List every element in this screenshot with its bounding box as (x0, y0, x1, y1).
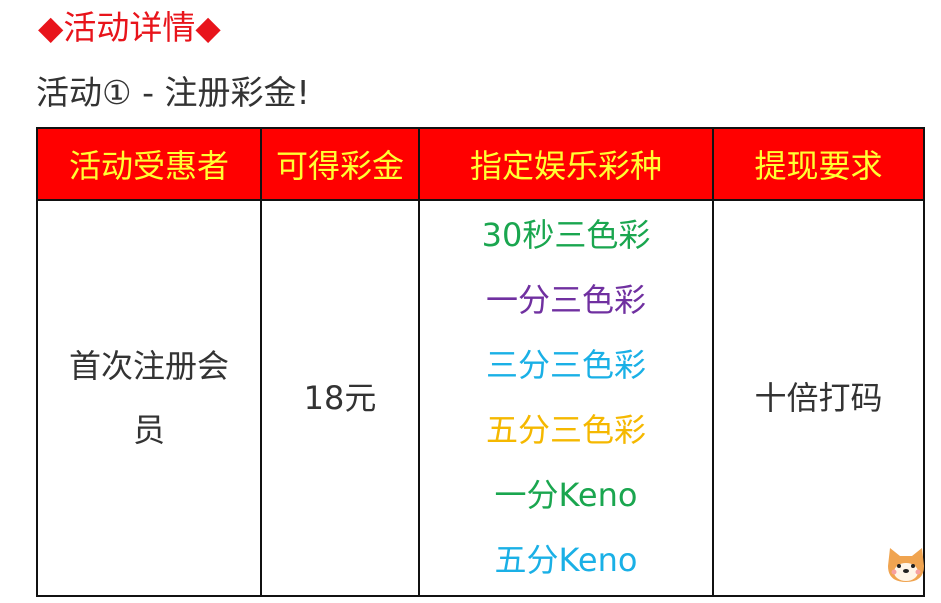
header-beneficiary: 活动受惠者 (36, 127, 262, 201)
game-item: 五分三色彩 (485, 411, 646, 449)
game-item: 三分三色彩 (485, 346, 646, 384)
game-item: 30秒三色彩 (481, 216, 651, 254)
cell-beneficiary: 首次注册会员 (36, 199, 262, 597)
header-bonus: 可得彩金 (260, 127, 420, 201)
header-requirement: 提现要求 (712, 127, 925, 201)
game-item: 一分Keno (494, 476, 638, 514)
game-item: 一分三色彩 (485, 281, 646, 319)
page-title: ◆活动详情◆ (38, 8, 221, 47)
header-games: 指定娱乐彩种 (418, 127, 714, 201)
activity-table: 活动受惠者 可得彩金 指定娱乐彩种 提现要求 首次注册会员 18元 30秒三色彩… (36, 127, 925, 597)
cell-games: 30秒三色彩 一分三色彩三分三色彩五分三色彩一分Keno 五分Keno (418, 199, 714, 597)
cell-bonus: 18元 (260, 199, 420, 597)
activity-subtitle: 活动① - 注册彩金! (36, 73, 310, 112)
beneficiary-text: 首次注册会员 (68, 347, 229, 449)
table-header-row: 活动受惠者 可得彩金 指定娱乐彩种 提现要求 (36, 127, 925, 201)
game-item: 五分Keno (494, 541, 638, 579)
shiba-dog-icon (884, 544, 928, 588)
table-row: 首次注册会员 18元 30秒三色彩 一分三色彩三分三色彩五分三色彩一分Keno 五分… (36, 199, 925, 597)
cell-requirement: 十倍打码 (712, 199, 925, 597)
